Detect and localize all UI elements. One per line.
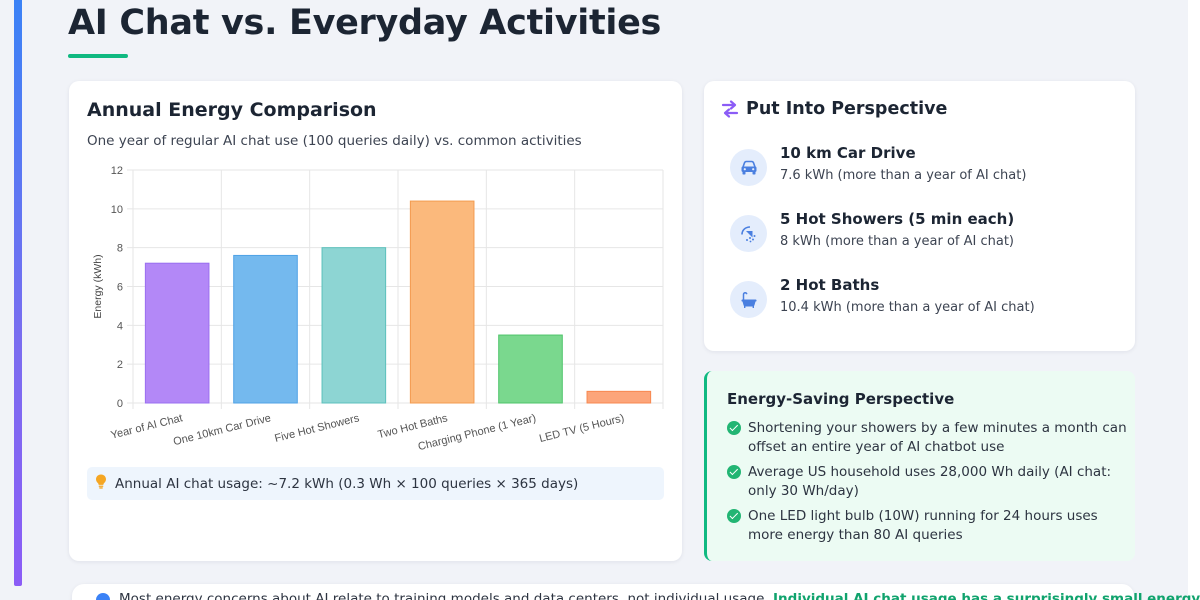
page-title: AI Chat vs. Everyday Activities [68,3,662,43]
x-tick-label: One 10km Car Drive [172,412,272,448]
perspective-item-detail: 7.6 kWh (more than a year of AI chat) [780,168,1027,183]
footer-info-bar: Most energy concerns about AI relate to … [72,584,1200,600]
right-edge-strip [1188,0,1200,600]
y-tick-label: 2 [117,359,123,371]
chart-card-subtitle: One year of regular AI chat use (100 que… [87,133,582,149]
check-circle-icon [727,421,741,435]
bath-icon [730,281,767,318]
bar [586,390,652,404]
footer-text-emphasis: Individual AI chat usage has a surprisin… [773,591,1200,600]
shower-icon [730,215,767,252]
y-tick-label: 4 [117,320,123,332]
title-underline [68,54,128,58]
y-tick-label: 8 [117,243,123,255]
bar [409,200,475,404]
usage-note: Annual AI chat usage: ~7.2 kWh (0.3 Wh ×… [87,467,664,500]
lightbulb-icon [93,474,109,493]
perspective-card: Put Into Perspective 10 km Car Drive 7.6… [704,81,1135,351]
perspective-item-detail: 10.4 kWh (more than a year of AI chat) [780,300,1035,315]
bar [498,334,563,404]
perspective-title: Put Into Perspective [746,99,948,119]
y-tick-label: 6 [117,282,123,294]
car-icon [730,149,767,186]
bar [233,254,298,404]
perspective-item-title: 10 km Car Drive [780,144,916,162]
list-item: One LED light bulb (10W) running for 24 … [727,507,1127,544]
perspective-item-detail: 8 kWh (more than a year of AI chat) [780,234,1014,249]
x-tick-label: Five Hot Showers [273,412,361,445]
list-item-text: Average US household uses 28,000 Wh dail… [748,464,1112,499]
y-axis-label: Energy (kWh) [92,254,104,318]
chart-card: Annual Energy Comparison One year of reg… [69,81,682,561]
check-circle-icon [727,465,741,479]
list-item-text: Shortening your showers by a few minutes… [748,420,1127,455]
bar [144,262,210,404]
y-tick-label: 12 [111,165,123,177]
info-icon [96,593,110,600]
list-item: Shortening your showers by a few minutes… [727,419,1127,456]
list-item: Average US household uses 28,000 Wh dail… [727,463,1127,500]
chart-card-title: Annual Energy Comparison [87,99,377,121]
perspective-item-car: 10 km Car Drive 7.6 kWh (more than a yea… [730,144,1130,194]
y-tick-label: 0 [117,398,123,410]
energy-saving-title: Energy-Saving Perspective [727,390,955,408]
y-tick-label: 10 [111,204,123,216]
footer-text: Most energy concerns about AI relate to … [119,591,1200,600]
bar [321,247,387,404]
perspective-item-baths: 2 Hot Baths 10.4 kWh (more than a year o… [730,276,1130,326]
perspective-item-title: 5 Hot Showers (5 min each) [780,210,1015,228]
perspective-item-title: 2 Hot Baths [780,276,880,294]
perspective-header: Put Into Perspective [720,99,947,119]
perspective-item-showers: 5 Hot Showers (5 min each) 8 kWh (more t… [730,210,1130,260]
list-item-text: One LED light bulb (10W) running for 24 … [748,508,1098,543]
footer-text-main: Most energy concerns about AI relate to … [119,591,769,600]
energy-saving-list: Shortening your showers by a few minutes… [727,419,1127,551]
swap-arrows-icon [721,100,739,118]
x-tick-label: LED TV (5 Hours) [538,412,626,445]
usage-note-text: Annual AI chat usage: ~7.2 kWh (0.3 Wh ×… [115,475,579,492]
check-circle-icon [727,509,741,523]
left-accent-bar [14,0,22,586]
energy-saving-card: Energy-Saving Perspective Shortening you… [704,371,1135,561]
